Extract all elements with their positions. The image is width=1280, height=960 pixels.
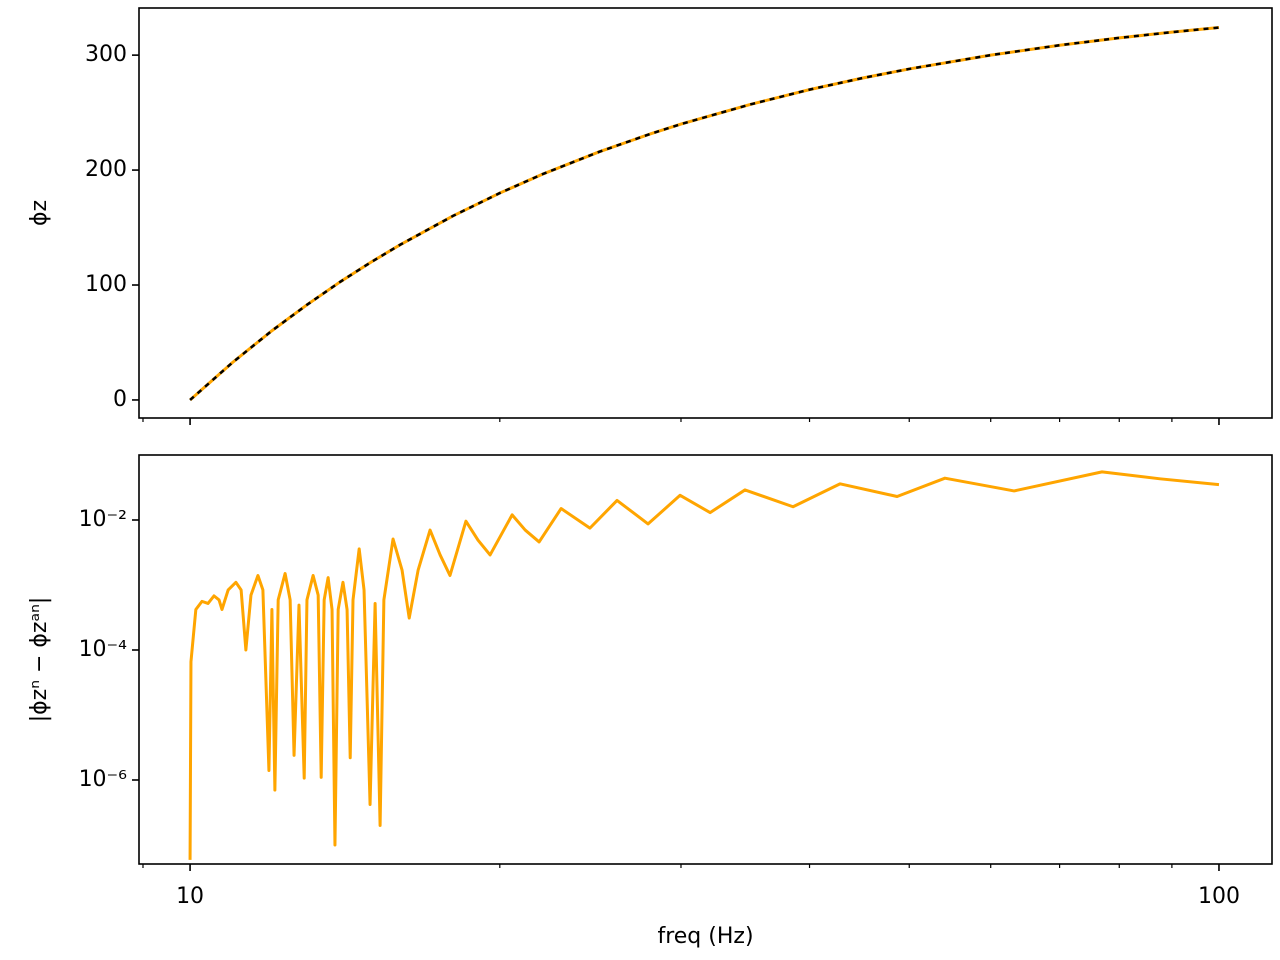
y-tick-label: 100 [85,272,127,297]
y-tick-label: 10⁻² [79,507,127,532]
y-tick-label: 10⁻⁴ [79,637,128,662]
y-axis-label: ϕz [27,200,52,226]
y-axis-label: |ϕzⁿ − ϕzᵃⁿ| [27,597,52,723]
y-tick-label: 300 [85,42,127,67]
y-tick-label: 0 [113,387,127,412]
series-line [189,26,1220,402]
axes-frame [138,7,1273,419]
x-tick-label: 10 [176,884,204,909]
y-tick-label: 10⁻⁶ [79,767,128,792]
x-axis-label: freq (Hz) [657,924,753,949]
series-line [188,470,1220,860]
series-line [189,26,1220,401]
y-tick-label: 200 [85,157,127,182]
axes-frame [138,454,1273,865]
x-tick-label: 100 [1198,884,1240,909]
